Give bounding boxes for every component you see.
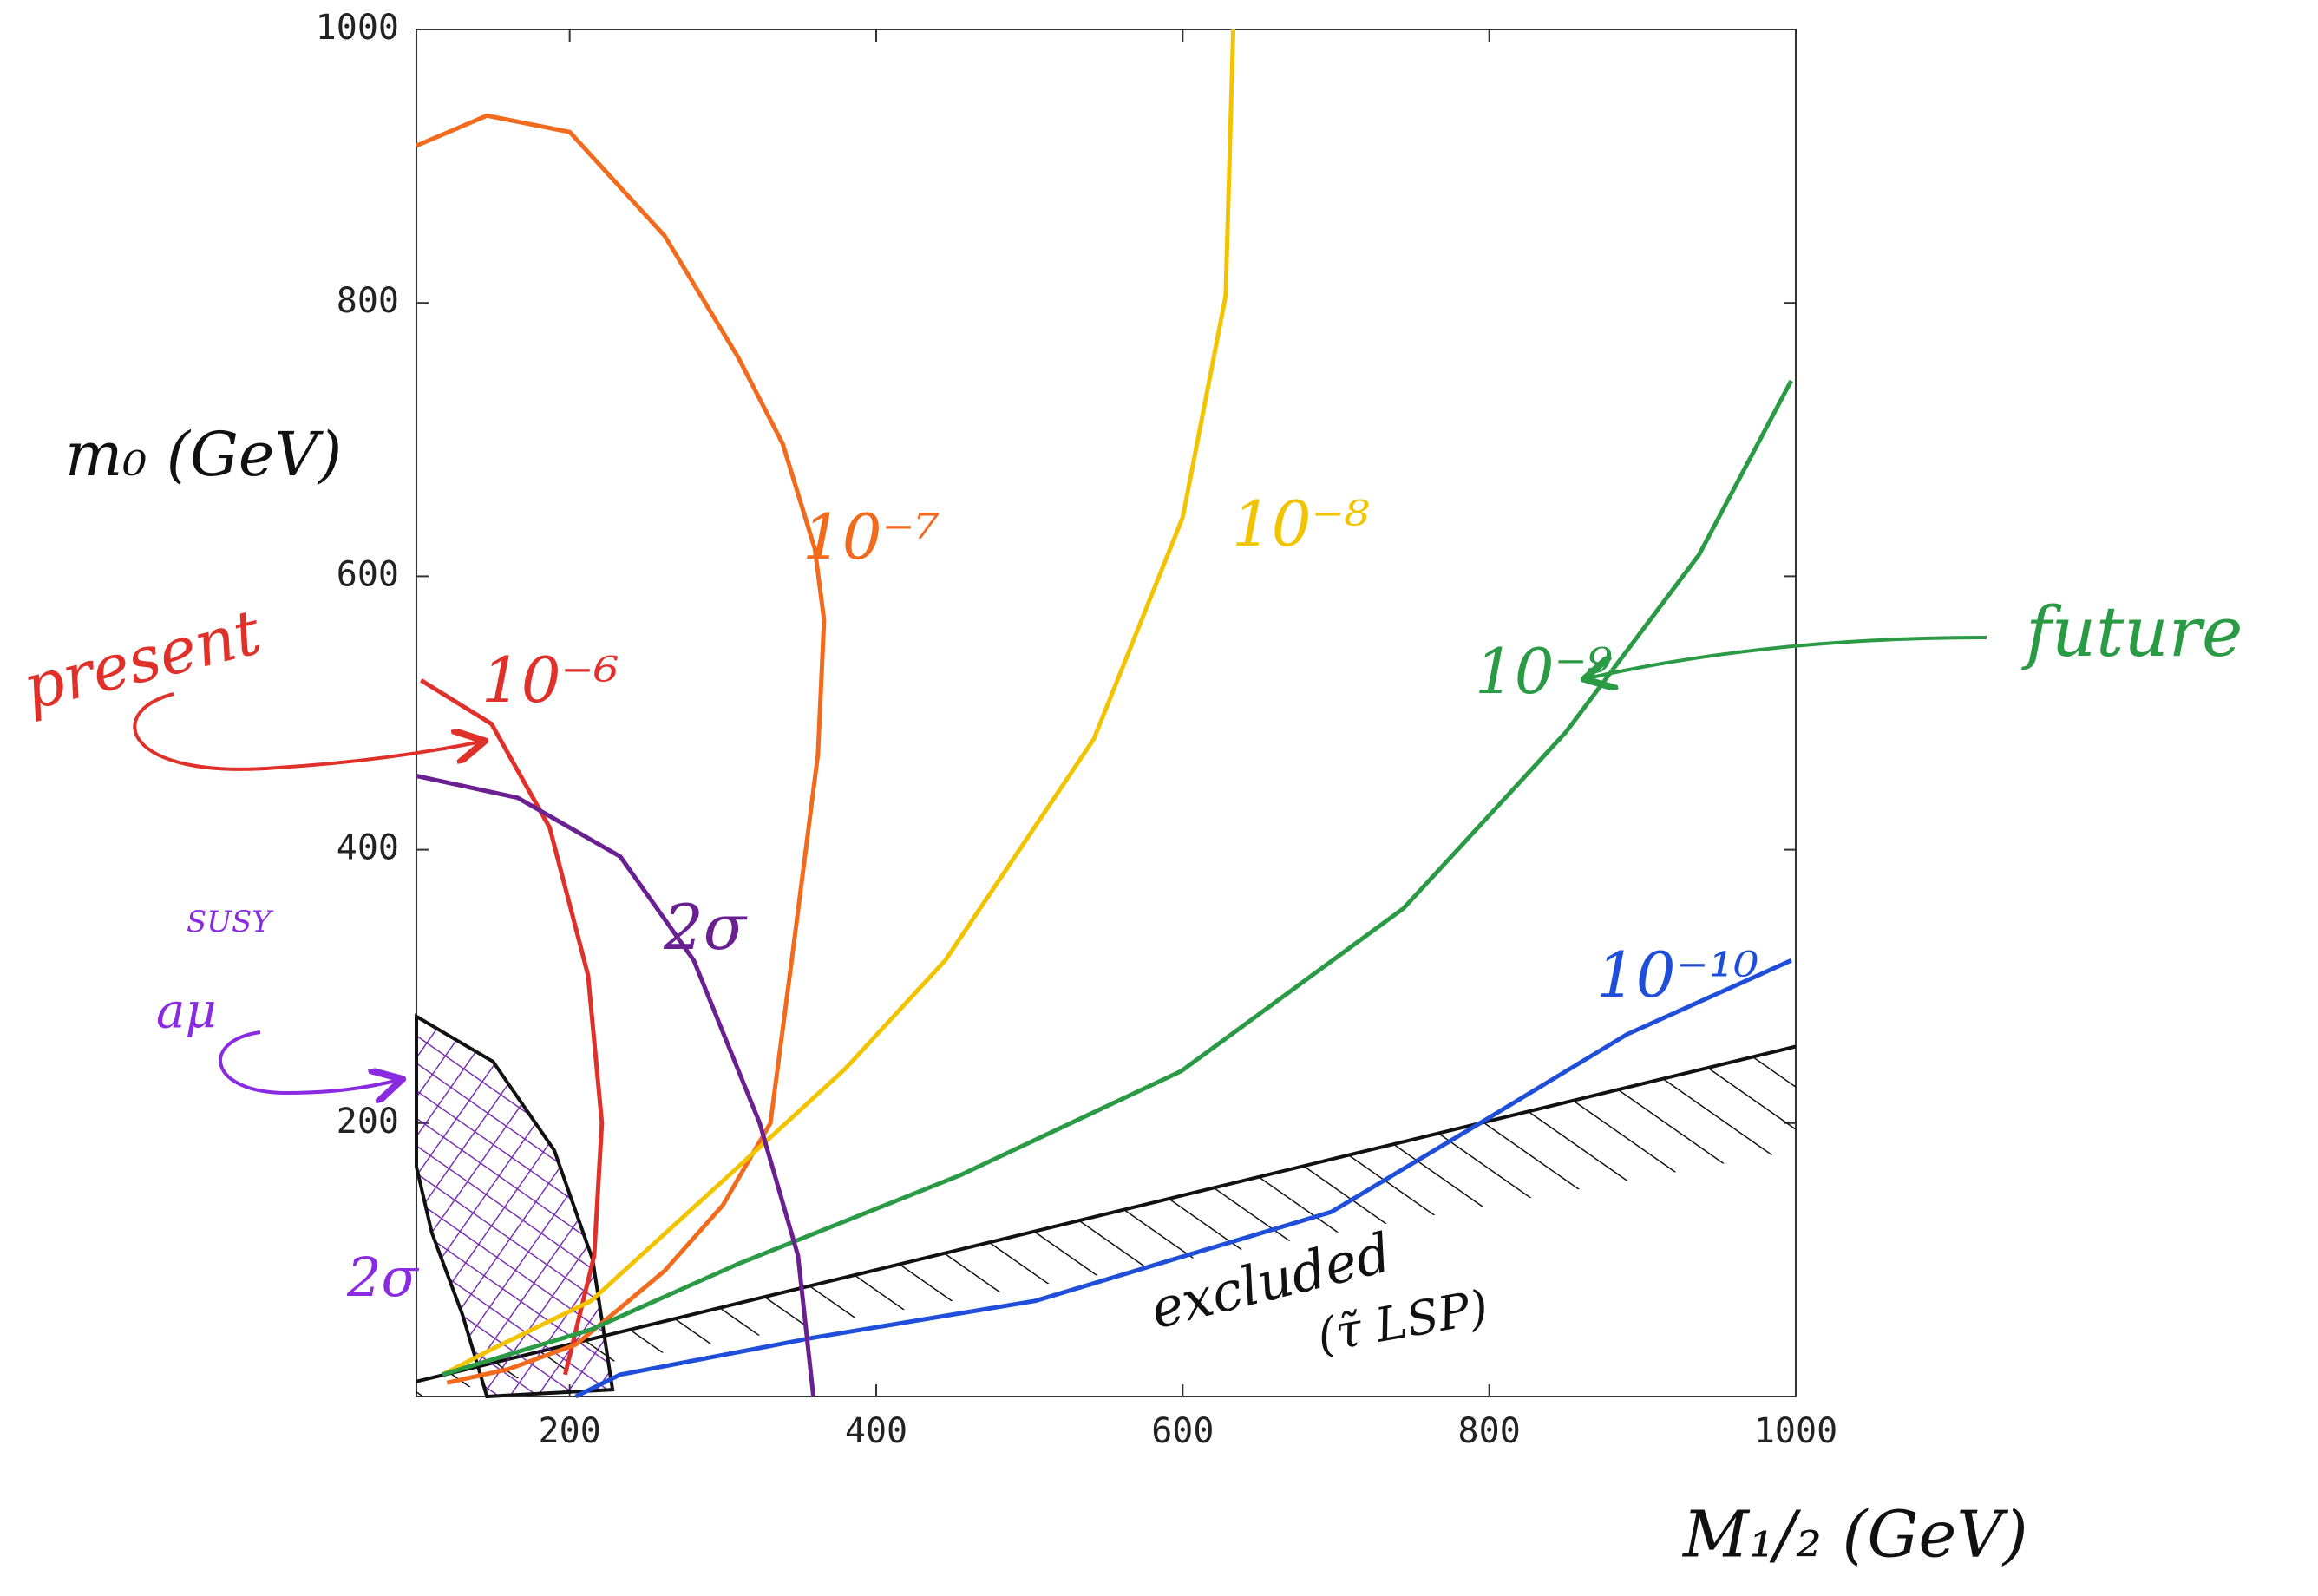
arrow-amu [220, 1032, 399, 1093]
contour-label: 10⁻⁶ [481, 644, 619, 716]
annotation-future: future [2021, 592, 2243, 672]
y-tick-label: 200 [337, 1102, 399, 1141]
arrow-future [1588, 638, 1987, 678]
contour-label: 10⁻⁷ [802, 500, 940, 573]
contour-label: 10⁻⁸ [1232, 487, 1370, 560]
y-tick-label: 800 [337, 281, 399, 321]
excluded-boundary [416, 1047, 1796, 1382]
chart: 200 400 600 800 1000 200 400 600 800 1000 2σ 10⁻⁶ 10… [0, 0, 2318, 1596]
excluded-hatch [416, 1047, 1796, 1396]
annotation-present: present [16, 595, 268, 724]
x-tick-label: 200 [539, 1411, 601, 1451]
page: {"chart_data": { "type": "line", "xlabel… [0, 0, 2318, 1596]
arrow-present [134, 694, 481, 769]
annotation-susy: SUSY [187, 905, 274, 939]
annotation-amu: aμ [156, 984, 217, 1040]
y-axis-label: m₀ (GeV) [65, 419, 342, 490]
x-tick-label: 1000 [1754, 1411, 1837, 1451]
y-tick-label: 600 [337, 554, 399, 594]
y-tick-label: 400 [337, 828, 399, 868]
x-tick-label: 400 [845, 1411, 907, 1451]
x-tick-label: 600 [1151, 1411, 1214, 1451]
contour-label: 10⁻¹⁰ [1596, 939, 1758, 1011]
y-tick-label: 1000 [316, 8, 399, 48]
plot-layer: 200 400 600 800 1000 200 400 600 800 1000 2σ 10⁻⁶ 10… [316, 8, 1837, 1451]
region-label: 2σ [346, 1246, 419, 1309]
contour-label: 2σ [663, 891, 748, 964]
x-tick-label: 800 [1458, 1411, 1521, 1451]
contour-label: 10⁻⁹ [1475, 635, 1613, 708]
x-axis-label: M₁/₂ (GeV) [1681, 1497, 2028, 1572]
